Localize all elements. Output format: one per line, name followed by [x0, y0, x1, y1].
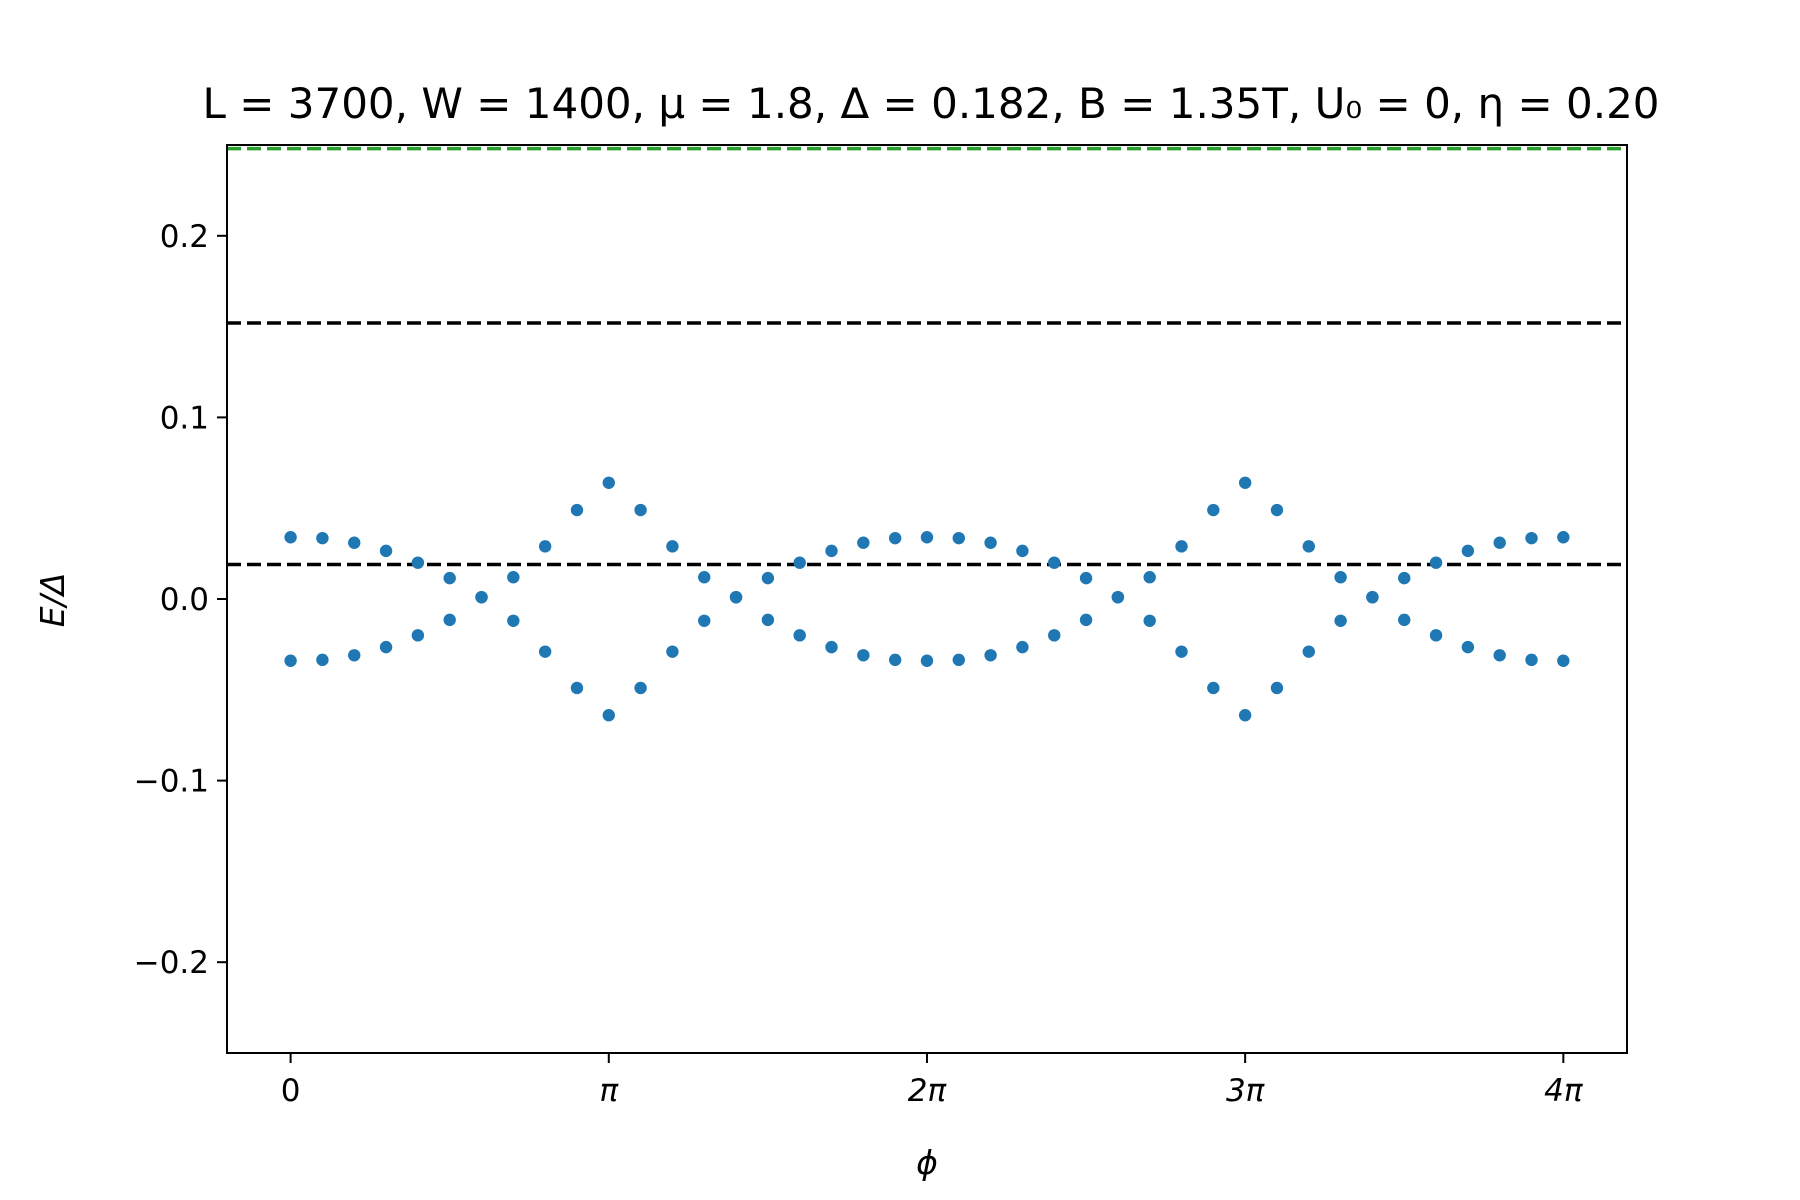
data-points [284, 476, 1570, 722]
data-point [952, 531, 965, 545]
data-point [1143, 571, 1156, 584]
y-tick-label: 0.2 [160, 219, 209, 255]
data-point [538, 645, 552, 658]
data-point [1334, 571, 1347, 584]
data-point [1429, 629, 1443, 642]
chart-title: L = 3700, W = 1400, μ = 1.8, Δ = 0.182, … [202, 79, 1659, 128]
data-point [984, 536, 997, 549]
data-point [316, 531, 329, 545]
y-axis-label: E/Δ [33, 573, 72, 628]
data-point [475, 590, 488, 604]
data-point [888, 531, 902, 545]
data-point [1429, 556, 1443, 569]
data-point [570, 681, 584, 695]
x-axis-ticks: 0 π 2π 3π 4π [281, 1053, 1584, 1109]
data-point [952, 653, 965, 667]
y-axis-ticks: 0.2 0.1 0.0 −0.1 −0.2 [134, 219, 227, 981]
data-point [1493, 536, 1506, 549]
data-point [1302, 645, 1315, 658]
data-point [602, 476, 615, 489]
data-point [348, 536, 361, 549]
data-point [793, 556, 806, 569]
data-point [1557, 531, 1570, 544]
data-point [920, 654, 934, 667]
data-point [1111, 590, 1125, 604]
data-point [1525, 653, 1538, 667]
x-tick-label: 0 [281, 1073, 301, 1109]
data-point [1175, 540, 1188, 553]
data-point [284, 531, 297, 544]
data-point [1016, 544, 1029, 558]
data-point [761, 571, 775, 585]
data-point [411, 629, 425, 642]
data-point [825, 640, 838, 654]
data-point [1048, 556, 1061, 569]
data-point [761, 613, 775, 627]
data-point [1238, 709, 1252, 722]
data-point [1366, 590, 1379, 604]
data-point [793, 629, 806, 642]
data-point [1398, 613, 1411, 627]
y-tick-label: −0.1 [134, 764, 209, 800]
data-point [538, 540, 552, 553]
data-point [1079, 613, 1093, 627]
data-point [634, 681, 647, 695]
y-tick-label: 0.0 [160, 582, 209, 618]
data-point [1207, 681, 1220, 695]
data-point [698, 571, 711, 584]
data-point [1525, 531, 1538, 545]
data-point [348, 649, 361, 662]
data-point [379, 544, 393, 558]
x-tick-label: 4π [1544, 1073, 1584, 1109]
data-point [1302, 540, 1315, 553]
data-point [666, 540, 679, 553]
data-point [1016, 640, 1029, 654]
data-point [1079, 571, 1093, 585]
data-point [888, 653, 902, 667]
data-point [1461, 640, 1475, 654]
data-point [1557, 654, 1570, 667]
data-point [443, 613, 456, 627]
data-point [984, 649, 997, 662]
data-point [1270, 681, 1284, 695]
data-point [379, 640, 393, 654]
data-point [1270, 503, 1284, 517]
data-point [570, 503, 584, 517]
data-point [666, 645, 679, 658]
data-point [602, 709, 615, 722]
reference-lines [227, 146, 1627, 567]
data-point [1143, 614, 1156, 627]
data-point [698, 614, 711, 627]
data-point [1461, 544, 1475, 558]
data-point [1398, 571, 1411, 585]
data-point [857, 536, 870, 549]
data-point [1334, 614, 1347, 627]
y-tick-label: −0.2 [134, 945, 209, 981]
y-tick-label: 0.1 [160, 400, 209, 436]
data-point [411, 556, 425, 569]
data-point [316, 653, 329, 667]
x-axis-label: ϕ [916, 1143, 938, 1182]
data-point [507, 571, 520, 584]
data-point [443, 571, 456, 585]
data-point [857, 649, 870, 662]
data-point [284, 654, 297, 667]
data-point [1175, 645, 1188, 658]
data-point [1048, 629, 1061, 642]
x-tick-label: π [599, 1073, 619, 1109]
data-point [634, 503, 647, 517]
data-point [1493, 649, 1506, 662]
data-point [729, 590, 743, 604]
data-point [920, 531, 934, 544]
data-point [507, 614, 520, 627]
data-point [1207, 503, 1220, 517]
x-tick-label: 3π [1226, 1073, 1266, 1109]
data-point [825, 544, 838, 558]
data-point [1238, 476, 1252, 489]
x-tick-label: 2π [908, 1073, 948, 1109]
